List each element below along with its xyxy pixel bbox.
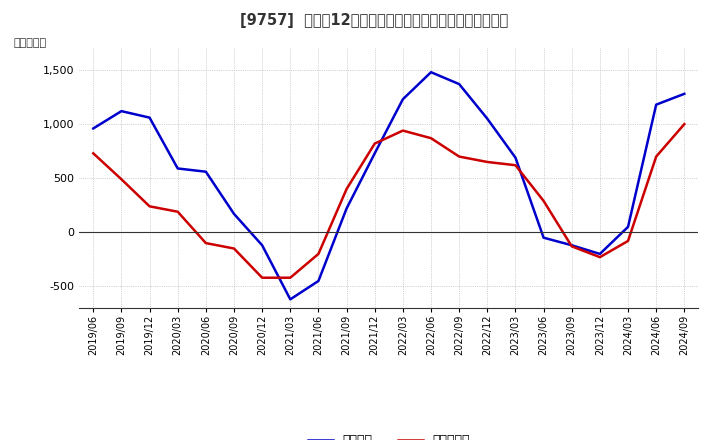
- 経常利益: [624, 224, 632, 230]
- Line: 経常利益: 経常利益: [94, 72, 684, 299]
- 当期純利益: [567, 244, 576, 249]
- Legend: 経常利益, 当期純利益: 経常利益, 当期純利益: [302, 429, 475, 440]
- 当期純利益: [399, 128, 408, 133]
- 経常利益: [230, 211, 238, 216]
- Line: 当期純利益: 当期純利益: [94, 124, 684, 278]
- Y-axis label: （百万円）: （百万円）: [13, 38, 46, 48]
- 当期純利益: [455, 154, 464, 159]
- 経常利益: [202, 169, 210, 174]
- 経常利益: [314, 279, 323, 284]
- 経常利益: [427, 70, 436, 75]
- Text: [9757]  利益だ12か月移動合計の対前年同期増減額の推移: [9757] 利益だ12か月移動合計の対前年同期増減額の推移: [240, 13, 508, 28]
- 経常利益: [286, 297, 294, 302]
- 当期純利益: [314, 251, 323, 257]
- 当期純利益: [483, 159, 492, 165]
- 当期純利益: [427, 136, 436, 141]
- 当期純利益: [511, 162, 520, 168]
- 経常利益: [539, 235, 548, 240]
- 経常利益: [370, 150, 379, 156]
- 経常利益: [117, 109, 126, 114]
- 経常利益: [399, 97, 408, 102]
- 当期純利益: [539, 198, 548, 204]
- 経常利益: [511, 155, 520, 160]
- 経常利益: [567, 242, 576, 248]
- 当期純利益: [230, 246, 238, 251]
- 当期純利益: [680, 121, 688, 127]
- 経常利益: [652, 102, 660, 107]
- 当期純利益: [370, 141, 379, 146]
- 経常利益: [258, 242, 266, 248]
- 経常利益: [174, 166, 182, 171]
- 当期純利益: [202, 240, 210, 246]
- 経常利益: [680, 91, 688, 96]
- 当期純利益: [117, 176, 126, 182]
- 当期純利益: [145, 204, 154, 209]
- 経常利益: [145, 115, 154, 120]
- 経常利益: [342, 206, 351, 211]
- 経常利益: [595, 251, 604, 257]
- 当期純利益: [286, 275, 294, 280]
- 経常利益: [89, 126, 98, 131]
- 当期純利益: [174, 209, 182, 214]
- 当期純利益: [258, 275, 266, 280]
- 当期純利益: [624, 238, 632, 244]
- 当期純利益: [89, 150, 98, 156]
- 経常利益: [455, 81, 464, 87]
- 当期純利益: [595, 254, 604, 260]
- 当期純利益: [652, 154, 660, 159]
- 経常利益: [483, 116, 492, 121]
- 当期純利益: [342, 187, 351, 192]
